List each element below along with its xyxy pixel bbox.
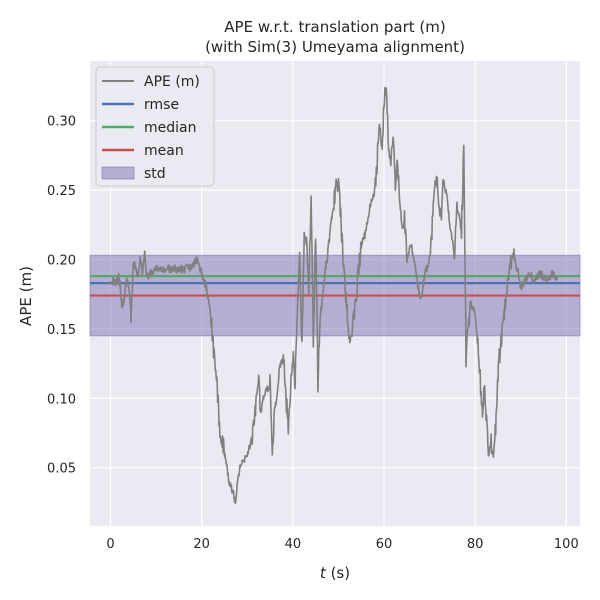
chart-subtitle: (with Sim(3) Umeyama alignment) (205, 38, 465, 56)
y-tick-label: 0.20 (47, 253, 76, 268)
x-tick-label: 20 (193, 537, 210, 552)
legend-frame (95, 66, 215, 187)
legend-label-rmse: rmse (144, 97, 179, 113)
y-tick-label: 0.15 (47, 323, 76, 338)
legend: APE (m) rmse median mean std (95, 66, 215, 187)
chart-title: APE w.r.t. translation part (m) (224, 18, 445, 36)
x-tick-label: 80 (467, 537, 484, 552)
legend-swatch-std (101, 166, 135, 180)
y-tick-label: 0.05 (47, 462, 76, 477)
y-axis-label: APE (m) (17, 266, 35, 326)
plot-area (89, 61, 581, 526)
x-axis-label: t (s) (320, 564, 350, 582)
y-tick-label: 0.10 (47, 392, 76, 407)
legend-label-std: std (144, 166, 166, 182)
y-tick-label: 0.25 (47, 184, 76, 199)
x-tick-labels: 0 20 40 60 80 100 (106, 537, 578, 552)
x-tick-label: 60 (376, 537, 393, 552)
legend-label-median: median (144, 120, 196, 136)
x-tick-label: 40 (285, 537, 302, 552)
y-tick-labels: 0.05 0.10 0.15 0.20 0.25 0.30 (47, 115, 76, 477)
legend-label-ape: APE (m) (144, 74, 200, 90)
ape-series-line (109, 86, 558, 505)
x-tick-label: 100 (554, 537, 579, 552)
x-tick-label: 0 (106, 537, 114, 552)
y-tick-label: 0.30 (47, 115, 76, 130)
legend-label-mean: mean (144, 143, 184, 159)
